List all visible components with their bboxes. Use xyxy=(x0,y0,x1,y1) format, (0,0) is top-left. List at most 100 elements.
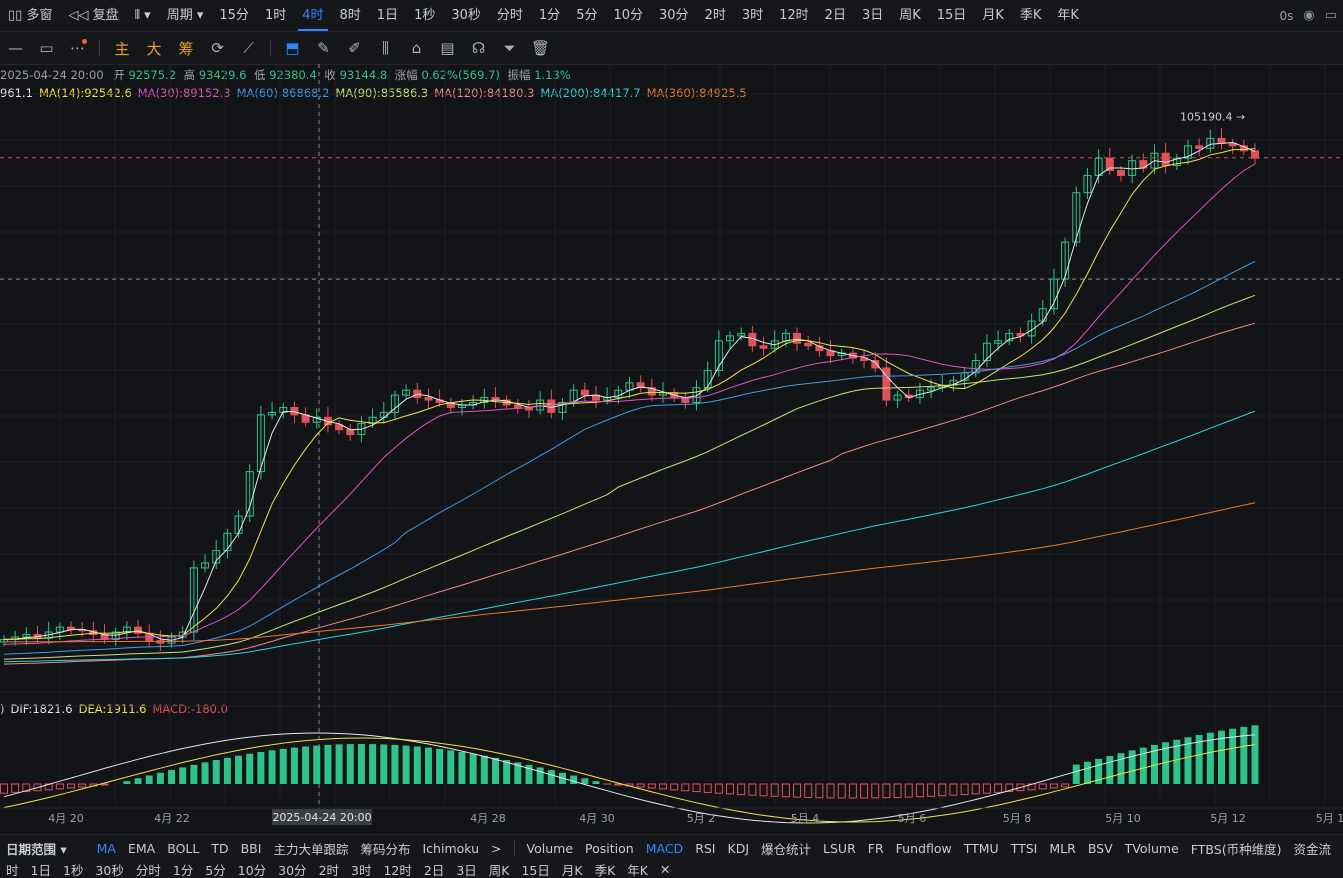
indicator-tab-12[interactable]: RSI xyxy=(695,840,716,856)
period-tab-12[interactable]: 1分 xyxy=(538,8,561,23)
indicator-tab-2[interactable]: BOLL xyxy=(167,840,200,856)
rectangle-icon[interactable]: ▭ xyxy=(39,39,54,57)
period-shortcut-4[interactable]: 分时 xyxy=(135,863,161,878)
macd-bar xyxy=(1061,783,1070,788)
period-shortcut-17[interactable]: 季K xyxy=(594,863,616,878)
more-dots-icon[interactable]: ⋯ xyxy=(70,39,87,57)
period-tab-21[interactable]: 周K xyxy=(899,8,921,23)
period-shortcut-12[interactable]: 2日 xyxy=(423,863,445,878)
period-tab-0[interactable]: ▯▯ 多窗 xyxy=(8,8,53,23)
macd-bar xyxy=(793,783,802,798)
period-tab-14[interactable]: 10分 xyxy=(613,8,644,23)
period-tab-13[interactable]: 5分 xyxy=(576,8,598,23)
indicator-tab-17[interactable]: Fundflow xyxy=(895,840,952,856)
indicator-tab-21[interactable]: BSV xyxy=(1087,840,1113,856)
indicator-tab-1[interactable]: EMA xyxy=(127,840,156,856)
indicator-tab-20[interactable]: MLR xyxy=(1049,840,1076,856)
period-shortcut-1[interactable]: 1日 xyxy=(30,863,51,878)
period-shortcut-6[interactable]: 5分 xyxy=(205,863,226,878)
period-shortcut-5[interactable]: 1分 xyxy=(172,863,194,878)
refresh-icon[interactable]: ⟳ xyxy=(211,39,224,57)
indicator-tab-9[interactable]: Volume xyxy=(526,840,574,856)
chip-distribution-button[interactable]: 筹 xyxy=(178,39,194,58)
layout-icon[interactable]: ▭ xyxy=(1324,8,1337,23)
period-tab-11[interactable]: 分时 xyxy=(496,8,523,23)
note-icon[interactable]: ▤ xyxy=(440,39,455,57)
ruler-icon[interactable]: ✎ xyxy=(317,39,330,57)
main-indicator-button[interactable]: 主 xyxy=(114,39,130,58)
period-shortcut-3[interactable]: 30秒 xyxy=(95,863,124,878)
period-tab-20[interactable]: 3日 xyxy=(861,8,884,23)
indicator-tab-0[interactable]: MA xyxy=(96,840,116,856)
period-tab-1[interactable]: ◁◁ 复盘 xyxy=(68,8,119,23)
period-tab-17[interactable]: 3时 xyxy=(741,8,764,23)
period-tab-6[interactable]: 4时 xyxy=(294,0,331,31)
period-shortcut-0[interactable]: 时 xyxy=(6,863,19,878)
period-tab-19[interactable]: 2日 xyxy=(824,8,846,23)
period-shortcut-8[interactable]: 30分 xyxy=(278,863,307,878)
indicator-tab-16[interactable]: FR xyxy=(867,840,884,856)
period-shortcut-19[interactable]: ✕ xyxy=(660,862,671,877)
ma-line xyxy=(3,163,1256,645)
horizontal-line-icon[interactable]: — xyxy=(8,39,23,57)
date-range-dropdown[interactable]: 日期范围 ▾ xyxy=(6,841,67,857)
period-shortcut-2[interactable]: 1秒 xyxy=(62,863,84,878)
magnet-icon[interactable]: ☊ xyxy=(471,39,486,57)
period-tab-25[interactable]: 年K xyxy=(1057,8,1079,23)
period-tab-22[interactable]: 15日 xyxy=(936,8,967,23)
period-tab-4[interactable]: 15分 xyxy=(219,8,249,23)
period-tab-10[interactable]: 30秒 xyxy=(451,8,481,23)
period-tab-23[interactable]: 月K xyxy=(982,8,1004,23)
period-tab-18[interactable]: 12时 xyxy=(779,8,809,23)
period-tab-9[interactable]: 1秒 xyxy=(414,8,436,23)
period-shortcut-16[interactable]: 月K xyxy=(561,863,583,878)
period-shortcut-13[interactable]: 3日 xyxy=(456,863,477,878)
indicator-tab-10[interactable]: Position xyxy=(585,840,634,856)
filter-icon[interactable]: ⏷ xyxy=(503,39,516,57)
period-tab-16[interactable]: 2时 xyxy=(704,8,726,23)
indicator-tab-5[interactable]: 主力大单跟踪 xyxy=(273,841,349,857)
candle-body xyxy=(647,387,656,396)
period-tab-3[interactable]: 周期 ▾ xyxy=(166,8,204,23)
period-tab-8[interactable]: 1日 xyxy=(376,8,399,23)
indicator-tab-7[interactable]: Ichimoku xyxy=(422,840,480,856)
indicator-tab-18[interactable]: TTMU xyxy=(963,840,999,856)
macd-bar xyxy=(1173,739,1181,784)
candlestick-icon[interactable]: ⫼ xyxy=(382,39,389,57)
macd-bar xyxy=(257,751,265,784)
brush-icon[interactable]: ⟋ xyxy=(243,39,254,57)
period-shortcut-10[interactable]: 3时 xyxy=(351,863,372,878)
crosshair-date-label: 2025-04-24 20:00 xyxy=(272,811,371,824)
period-shortcut-15[interactable]: 15日 xyxy=(521,863,550,878)
period-tab-7[interactable]: 8时 xyxy=(339,8,361,23)
period-shortcut-14[interactable]: 周K xyxy=(488,863,510,878)
indicator-tab-11[interactable]: MACD xyxy=(645,840,684,856)
lock-icon[interactable]: ⌂ xyxy=(411,39,422,57)
period-tab-24[interactable]: 季K xyxy=(1019,8,1042,23)
indicator-tab-19[interactable]: TTSI xyxy=(1010,840,1038,856)
period-shortcut-7[interactable]: 10分 xyxy=(237,863,267,878)
bookmark-icon[interactable]: ⬒ xyxy=(285,39,300,57)
camera-icon[interactable]: ◉ xyxy=(1303,8,1315,23)
period-shortcut-9[interactable]: 2时 xyxy=(318,863,340,878)
indicator-tab-14[interactable]: 爆仓统计 xyxy=(761,841,812,857)
trash-icon[interactable]: 🗑 xyxy=(530,39,551,57)
indicator-tab-23[interactable]: FTBS(币种维度) xyxy=(1190,841,1282,857)
indicator-tab-8[interactable]: > xyxy=(491,840,502,856)
indicator-tab-24[interactable]: 资金流 xyxy=(1293,841,1331,857)
pencil-icon[interactable]: ✐ xyxy=(348,39,361,57)
indicator-tab-15[interactable]: LSUR xyxy=(823,840,856,856)
period-shortcut-11[interactable]: 12时 xyxy=(383,863,412,878)
period-tab-2[interactable]: ⫴ ▾ xyxy=(134,8,151,23)
period-tab-5[interactable]: 1时 xyxy=(264,8,287,23)
period-tab-15[interactable]: 30分 xyxy=(659,8,689,23)
indicator-tab-4[interactable]: BBI xyxy=(240,840,262,856)
indicator-tab-22[interactable]: TVolume xyxy=(1124,840,1179,856)
indicator-tab-3[interactable]: TD xyxy=(211,840,229,856)
large-order-button[interactable]: 大 xyxy=(146,39,162,58)
indicator-tab-13[interactable]: KDJ xyxy=(727,840,750,856)
high-price-marker: 105190.4 → xyxy=(1180,110,1245,123)
period-shortcut-18[interactable]: 年K xyxy=(627,863,648,878)
indicator-tab-6[interactable]: 筹码分布 xyxy=(360,841,411,857)
